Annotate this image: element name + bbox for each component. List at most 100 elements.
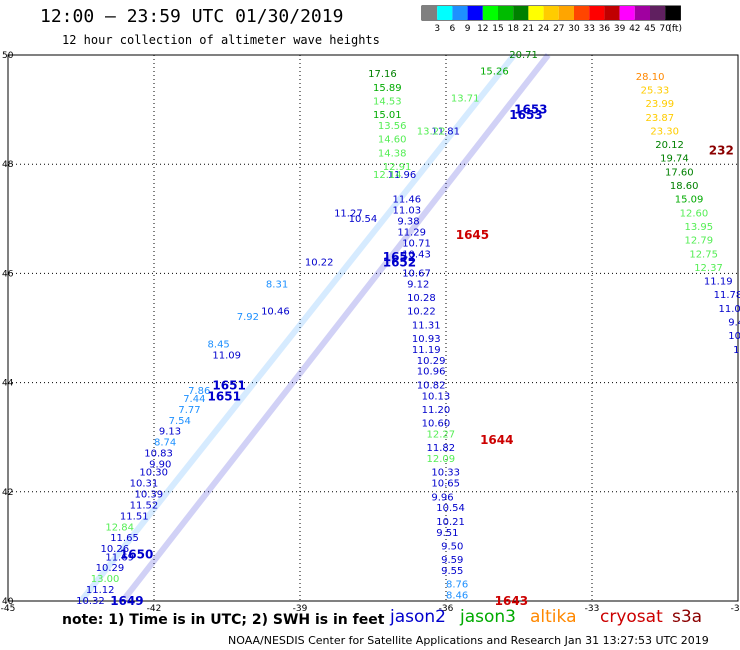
pass-time-label: 1653 <box>514 103 547 117</box>
wave-height-label: 11.0 <box>719 304 740 315</box>
wave-height-label: 11.46 <box>392 195 421 206</box>
wave-height-label: 15.89 <box>373 83 402 94</box>
colorbar-swatch <box>482 6 498 20</box>
wave-height-label: 12.79 <box>684 236 713 247</box>
wave-height-label: 9.50 <box>441 541 463 552</box>
wave-height-label: 7.77 <box>178 405 200 416</box>
wave-height-label: 14.60 <box>378 135 407 146</box>
wave-height-label: 23.30 <box>650 126 679 137</box>
wave-height-label: 8.74 <box>154 438 176 449</box>
wave-height-label: 11.52 <box>130 500 159 511</box>
wave-height-label: 9.59 <box>441 555 463 566</box>
wave-height-label: 10.30 <box>139 468 168 479</box>
colorbar-swatch <box>589 6 605 20</box>
wave-height-label: 10.96 <box>417 367 446 378</box>
colorbar-tick-label: 42 <box>629 24 640 34</box>
colorbar-tick-label: 30 <box>568 24 580 34</box>
wave-height-label: 12.84 <box>105 522 134 533</box>
colorbar-tick-label: 45 <box>644 24 655 34</box>
colorbar-tick-label: 24 <box>538 24 550 34</box>
wave-height-label: 10.71 <box>402 238 431 249</box>
colorbar-tick-label: 27 <box>553 24 564 34</box>
wave-height-label: 10.65 <box>431 479 460 490</box>
pass-time-label: 232 <box>709 144 734 158</box>
y-tick-label: 48 <box>2 160 14 170</box>
wave-height-label: 9.38 <box>397 217 419 228</box>
colorbar-swatch <box>574 6 590 20</box>
colorbar-swatch <box>498 6 514 20</box>
wave-height-label: 9.55 <box>441 566 463 577</box>
wave-height-label: 8.76 <box>446 580 468 591</box>
wave-height-label: 17.16 <box>368 69 397 80</box>
wave-height-label: 8.46 <box>446 591 468 602</box>
wave-height-label: 13.56 <box>378 121 407 132</box>
wave-height-label: 11.19 <box>704 277 733 288</box>
wave-height-label: 10.54 <box>436 503 465 514</box>
chart-title: 12:00 — 23:59 UTC 01/30/2019 <box>40 6 344 27</box>
wave-height-label: 13.71 <box>451 94 480 105</box>
wave-height-label: 10.26 <box>100 544 129 555</box>
wave-height-label: 9.96 <box>431 492 453 503</box>
wave-height-label: 10.13 <box>422 391 451 402</box>
colorbar-swatch <box>604 6 620 20</box>
legend-s3a: s3a <box>672 607 703 627</box>
wave-height-label: 11.82 <box>427 443 456 454</box>
colorbar-swatch <box>558 6 574 20</box>
wave-height-label: 7.54 <box>169 416 191 427</box>
footer-note: note: 1) Time is in UTC; 2) SWH is in fe… <box>62 612 385 628</box>
pass-time-label: 1652 <box>383 255 416 269</box>
colorbar-swatch <box>467 6 483 20</box>
pass-time-label: 1643 <box>495 594 528 608</box>
wave-height-label: 9.4 <box>728 318 740 329</box>
legend-altika: altika <box>530 607 577 627</box>
y-tick-label: 50 <box>2 51 14 61</box>
x-tick-label: -36 <box>439 604 454 614</box>
chart-subtitle: 12 hour collection of altimeter wave hei… <box>62 33 380 47</box>
y-tick-label: 42 <box>2 488 13 498</box>
x-tick-label: -42 <box>147 604 162 614</box>
satellite-track <box>122 53 551 601</box>
colorbar-tick-label: 33 <box>583 24 594 34</box>
wave-height-label: 7.92 <box>237 312 259 323</box>
wave-height-label: 10.67 <box>402 268 431 279</box>
wave-height-label: 17.60 <box>665 167 694 178</box>
x-tick-label: -45 <box>1 604 16 614</box>
y-tick-label: 44 <box>2 379 14 389</box>
wave-height-label: 9.90 <box>149 460 171 471</box>
colorbar-tick-label: 39 <box>614 24 626 34</box>
wave-height-label: 14.53 <box>373 96 402 107</box>
wave-height-label: 10.33 <box>431 468 460 479</box>
wave-height-label: 11.03 <box>392 206 421 217</box>
wave-height-label: 12.09 <box>427 454 456 465</box>
wave-height-label: 23.99 <box>646 99 675 110</box>
wave-height-label: 1 <box>733 345 739 356</box>
pass-time-label: 1651 <box>208 389 241 403</box>
legend-jason2: jason2 <box>390 607 446 627</box>
wave-height-label: 11.27 <box>334 208 363 219</box>
wave-height-label: 11.51 <box>120 511 149 522</box>
wave-height-label: 12.14 <box>373 170 402 181</box>
y-tick-label: 46 <box>2 269 14 279</box>
wave-height-label: 10.29 <box>417 356 446 367</box>
wave-height-label: 10.43 <box>402 249 431 260</box>
wave-height-label: 10.28 <box>407 293 436 304</box>
wave-height-label: 10.83 <box>144 449 173 460</box>
wave-height-label: 10.21 <box>436 517 465 528</box>
colorbar-swatch <box>650 6 666 20</box>
wave-height-label: 11.09 <box>212 350 241 361</box>
wave-height-label: 25.33 <box>641 85 670 96</box>
wave-height-label: 10.22 <box>407 307 436 318</box>
wave-height-label: 7.44 <box>183 394 205 405</box>
wave-height-label: 8.31 <box>266 279 288 290</box>
wave-height-label: 11.81 <box>431 126 460 137</box>
colorbar-swatch <box>513 6 529 20</box>
plot-frame <box>7 54 739 602</box>
wave-height-label: 28.10 <box>636 72 665 83</box>
wave-height-label: 10.54 <box>349 214 378 225</box>
colorbar-swatch <box>528 6 544 20</box>
wave-height-label: 20.12 <box>655 140 684 151</box>
x-tick-label: -39 <box>293 604 308 614</box>
footer-credit: NOAA/NESDIS Center for Satellite Applica… <box>228 634 709 647</box>
wave-height-label: 18.60 <box>670 181 699 192</box>
